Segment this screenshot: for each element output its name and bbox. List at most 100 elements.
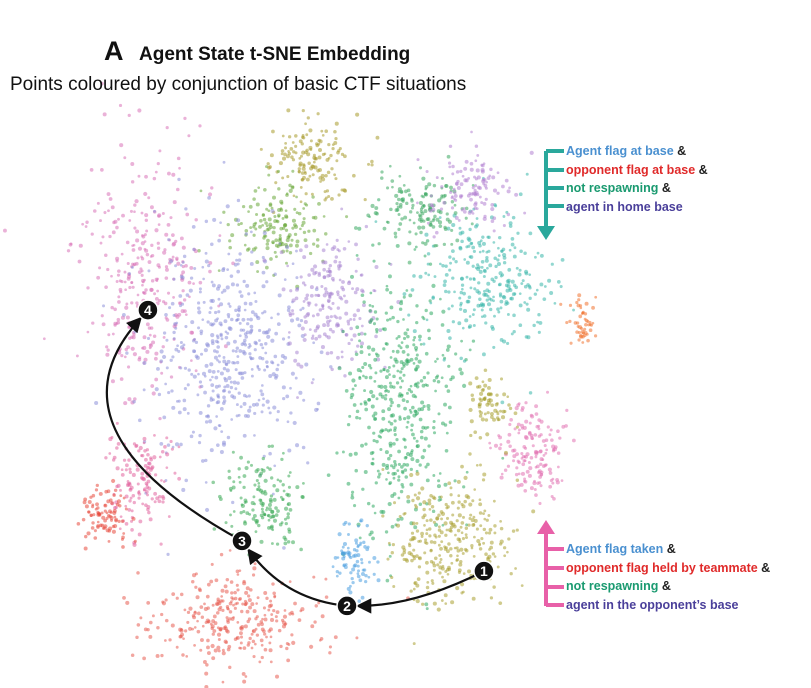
scatter-point <box>219 323 223 327</box>
scatter-point <box>423 551 427 555</box>
scatter-point <box>206 582 211 587</box>
scatter-point <box>253 348 257 352</box>
scatter-point <box>437 479 441 483</box>
scatter-point <box>276 478 280 482</box>
scatter-point <box>584 301 589 306</box>
scatter-point <box>146 507 150 512</box>
scatter-point <box>96 525 100 529</box>
scatter-point <box>118 527 122 531</box>
scatter-point <box>419 219 423 223</box>
scatter-point <box>496 418 500 422</box>
scatter-point <box>542 453 546 457</box>
scatter-point <box>224 628 229 633</box>
scatter-point <box>271 372 276 377</box>
scatter-point <box>289 318 295 323</box>
scatter-point <box>144 174 148 179</box>
scatter-point <box>87 510 91 514</box>
scatter-point <box>431 581 435 585</box>
scatter-point <box>520 423 525 428</box>
scatter-point <box>405 400 409 404</box>
scatter-point <box>381 510 386 515</box>
scatter-point <box>236 381 240 385</box>
scatter-point <box>415 458 420 463</box>
scatter-point <box>254 518 258 523</box>
scatter-point <box>186 411 190 415</box>
scatter-point <box>496 258 500 262</box>
scatter-point <box>449 486 453 490</box>
scatter-point <box>376 357 381 362</box>
scatter-point <box>117 295 121 299</box>
scatter-point <box>191 627 195 631</box>
scatter-point <box>525 469 530 474</box>
scatter-point <box>389 207 393 212</box>
scatter-point <box>225 604 230 609</box>
scatter-point <box>287 305 291 310</box>
scatter-point <box>575 321 580 325</box>
scatter-point <box>432 431 437 435</box>
scatter-point <box>433 214 437 219</box>
scatter-point <box>278 233 282 237</box>
scatter-point <box>96 201 100 205</box>
scatter-point <box>281 337 286 341</box>
scatter-point <box>203 374 207 378</box>
scatter-point <box>137 496 141 500</box>
scatter-point <box>90 232 94 236</box>
scatter-point <box>113 515 117 519</box>
scatter-point <box>441 309 446 314</box>
scatter-point <box>124 347 128 352</box>
scatter-point <box>555 480 560 485</box>
scatter-point <box>261 617 264 621</box>
scatter-point <box>145 322 150 327</box>
scatter-point <box>255 260 260 265</box>
scatter-point <box>331 301 335 305</box>
scatter-point <box>423 436 428 441</box>
scatter-point <box>346 586 351 591</box>
scatter-point <box>103 518 107 523</box>
scatter-point <box>527 473 532 478</box>
scatter-point <box>139 616 143 620</box>
scatter-point <box>199 329 204 334</box>
scatter-point <box>479 239 483 243</box>
scatter-point <box>395 349 400 354</box>
scatter-point <box>411 554 415 558</box>
scatter-point <box>334 136 338 141</box>
scatter-point <box>154 351 159 356</box>
scatter-point <box>102 526 105 530</box>
scatter-point <box>362 374 365 378</box>
scatter-point <box>146 336 151 341</box>
scatter-point <box>381 468 385 472</box>
scatter-point <box>468 407 473 413</box>
annotation-arrows <box>537 149 564 607</box>
scatter-point <box>366 345 371 350</box>
scatter-point <box>418 539 422 543</box>
scatter-point <box>314 270 318 275</box>
scatter-point <box>438 571 442 575</box>
scatter-point <box>477 384 482 389</box>
scatter-point <box>438 472 442 475</box>
scatter-point <box>412 557 416 561</box>
scatter-point <box>325 157 330 162</box>
scatter-point <box>219 552 224 557</box>
scatter-point <box>528 273 532 276</box>
scatter-point <box>236 573 240 576</box>
scatter-point <box>436 607 441 612</box>
scatter-point <box>281 624 287 629</box>
scatter-point <box>520 282 524 285</box>
scatter-point <box>535 464 540 469</box>
scatter-point <box>431 219 435 223</box>
scatter-point <box>255 602 258 605</box>
scatter-point <box>84 225 88 228</box>
scatter-point <box>462 383 467 388</box>
scatter-point <box>373 511 377 515</box>
scatter-point <box>122 596 126 600</box>
scatter-point <box>460 208 464 212</box>
scatter-point <box>254 627 258 631</box>
chart-title: Agent State t-SNE Embedding <box>139 44 411 65</box>
scatter-point <box>198 124 202 128</box>
scatter-point <box>528 421 532 425</box>
scatter-point <box>361 487 365 491</box>
scatter-point <box>499 274 503 278</box>
scatter-point <box>354 226 358 230</box>
scatter-point <box>447 290 451 294</box>
scatter-point <box>387 456 391 461</box>
